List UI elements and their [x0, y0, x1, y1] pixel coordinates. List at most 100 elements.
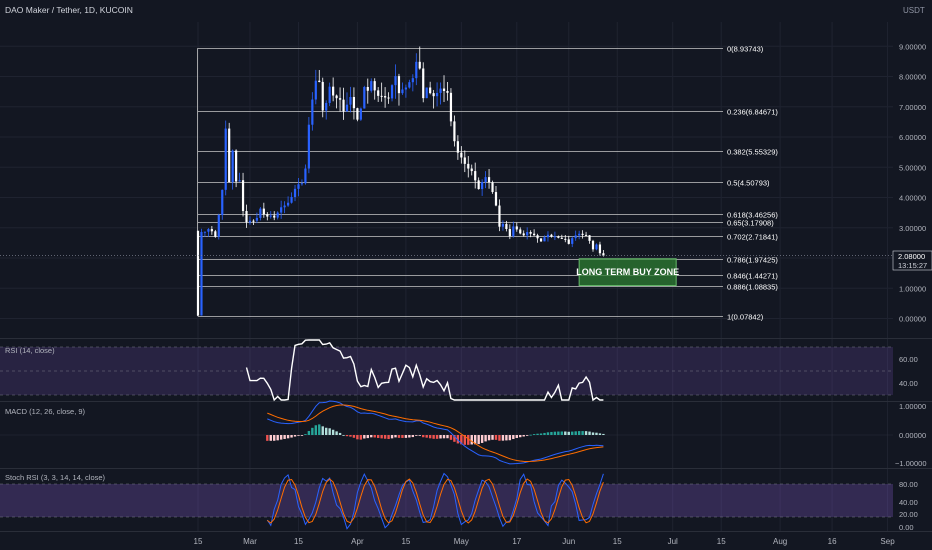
macd-histogram-bar — [345, 435, 349, 437]
candlestick-series — [196, 46, 605, 317]
candle-body — [314, 80, 317, 100]
macd-histogram-bar — [293, 435, 297, 437]
macd-histogram-bar — [543, 432, 546, 435]
time-tick: Jul — [668, 537, 678, 546]
macd-histogram-bar — [577, 431, 581, 435]
time-tick: 15 — [401, 537, 410, 546]
candle-body — [553, 236, 556, 238]
macd-histogram-bar — [338, 432, 342, 435]
stoch-tick-0: 0.00 — [899, 523, 914, 532]
candle-body — [505, 223, 508, 230]
candle-body — [363, 86, 366, 109]
grid-lines — [0, 22, 893, 531]
candle-body — [259, 208, 262, 218]
macd-histogram-bar — [363, 435, 366, 439]
candle-body — [533, 233, 536, 236]
macd-histogram-bar — [359, 435, 363, 440]
fib-level-label: 0.886(1.08835) — [727, 283, 778, 292]
macd-histogram-bar — [595, 432, 598, 435]
macd-histogram-bar — [529, 434, 532, 436]
candle-body — [283, 205, 286, 208]
stoch-k-line — [266, 472, 604, 530]
rsi-pane[interactable]: RSI (14, close) 60.00 40.00 — [0, 339, 918, 402]
macd-histogram-bar — [415, 435, 418, 436]
candle-body — [442, 88, 446, 92]
candle-body — [266, 214, 269, 217]
time-axis[interactable]: 15 Mar 15 Apr 15 May 17 Jun 15 Jul 15 Aug 16 Sep — [194, 537, 896, 546]
candle-body — [273, 215, 276, 218]
candle-body — [422, 68, 425, 99]
last-price-value: 2.08000 — [898, 252, 925, 261]
candle-body — [200, 232, 203, 316]
candle-body — [397, 76, 401, 94]
long-term-buy-zone[interactable]: LONG TERM BUY ZONE — [576, 258, 679, 287]
candle-body — [515, 226, 518, 230]
macd-histogram-bar — [356, 435, 359, 440]
candle-body — [512, 226, 515, 237]
candle-body — [221, 189, 224, 216]
candle-body — [460, 152, 463, 158]
macd-histogram-bar — [376, 435, 380, 439]
buy-zone-rect[interactable] — [578, 258, 677, 287]
candle-body — [501, 223, 505, 227]
fib-level-label: 0.786(1.97425) — [727, 256, 778, 265]
candle-body — [231, 150, 234, 183]
macd-pane[interactable]: MACD (12, 26, close, 9) 1.00000 0.00000 … — [0, 400, 927, 468]
macd-histogram-bar — [539, 433, 543, 435]
macd-histogram-bar — [508, 435, 512, 441]
macd-histogram-bar — [574, 431, 577, 435]
candle-body — [356, 108, 359, 120]
macd-histogram-bar — [487, 435, 491, 441]
macd-histogram-bar — [494, 435, 498, 440]
candle-body — [387, 97, 390, 99]
candle-body — [453, 121, 456, 142]
time-tick: 15 — [613, 537, 622, 546]
candle-body — [598, 244, 602, 254]
candle-body — [491, 182, 494, 193]
macd-histogram-bar — [463, 435, 467, 445]
macd-histogram-bar — [581, 431, 584, 435]
stoch-tick-40: 40.00 — [899, 498, 918, 507]
candle-body — [574, 235, 577, 239]
fibonacci-retracement[interactable]: 0(8.93743) 0.236(6.84671) 0.382(5.55329) 0.… — [197, 45, 779, 322]
macd-histogram-bar — [422, 435, 425, 438]
candle-body — [290, 197, 293, 203]
candle-body — [318, 80, 321, 82]
buy-zone-label: LONG TERM BUY ZONE — [576, 267, 679, 277]
macd-histogram-bar — [557, 431, 560, 435]
macd-tick-0: 0.00000 — [899, 431, 926, 440]
candle-body — [325, 102, 328, 111]
fib-level-label: 0.382(5.55329) — [727, 148, 778, 157]
macd-histogram-bar — [584, 431, 588, 435]
time-tick: Jun — [562, 537, 575, 546]
candle-body — [377, 90, 380, 96]
candle-body — [332, 86, 335, 96]
candle-body — [280, 207, 283, 213]
macd-histogram-bar — [325, 427, 328, 435]
macd-histogram-bar — [536, 433, 539, 435]
candle-body — [252, 220, 255, 222]
candle-body — [463, 157, 466, 164]
candle-body — [581, 233, 584, 235]
candle-body — [380, 95, 383, 97]
macd-histogram-bar — [522, 435, 525, 437]
macd-histogram-bar — [442, 435, 446, 439]
stoch-rsi-pane[interactable]: Stoch RSI (3, 3, 14, 14, close) 80.00 40… — [0, 472, 918, 532]
candle-body — [456, 141, 459, 153]
macd-histogram-bar — [550, 431, 553, 435]
macd-histogram-bar — [428, 435, 432, 439]
macd-histogram-bar — [598, 433, 602, 435]
macd-histogram-bar — [300, 435, 304, 436]
fib-level-label: 0.618(3.46256) — [727, 211, 778, 220]
macd-histogram-bar — [404, 435, 408, 438]
price-tick: 9.00000 — [899, 42, 926, 51]
candle-body — [408, 82, 411, 88]
macd-histogram-bar — [390, 435, 394, 439]
macd-histogram-bar — [564, 431, 567, 435]
candle-body — [338, 98, 342, 100]
macd-histogram-bar — [273, 435, 276, 441]
candle-body — [522, 233, 525, 236]
macd-histogram-bar — [401, 435, 404, 438]
